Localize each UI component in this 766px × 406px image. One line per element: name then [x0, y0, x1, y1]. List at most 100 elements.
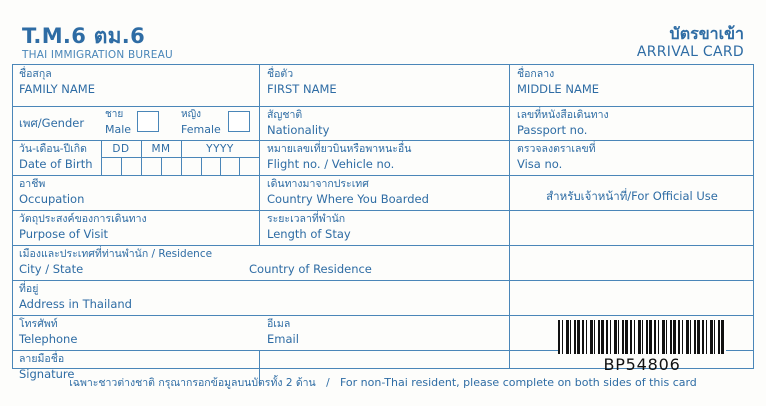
field-purpose-of-visit[interactable]: วัตถุประสงค์ของการเดินทาง Purpose of Vis…	[13, 210, 259, 245]
divider-col1-row5	[259, 210, 261, 245]
dob-grid-v-mm-split	[161, 157, 163, 175]
divider-col1-row8	[259, 350, 261, 384]
field-email[interactable]: อีเมล Email	[261, 315, 509, 350]
barcode-block: BP54806	[558, 320, 726, 374]
card-type-heading: บัตรขาเข้า ARRIVAL CARD	[636, 24, 744, 60]
field-residence[interactable]: เมืองและประเทศที่ท่านพำนัก / Residence C…	[13, 245, 509, 280]
gender-male-label-english: Male	[105, 122, 132, 136]
bureau-heading: T.M.6 ตม.6 THAI IMMIGRATION BUREAU	[22, 26, 173, 61]
divider-col1-row4	[259, 175, 261, 210]
field-nationality[interactable]: สัญชาติ Nationality	[261, 106, 509, 140]
rule-row2	[13, 140, 753, 142]
country-boarded-label-thai: เดินทางมาจากประเทศ	[267, 178, 369, 190]
middle-name-label-thai: ชื่อกลาง	[517, 68, 555, 80]
field-gender[interactable]: เพศ/Gender	[13, 106, 259, 140]
field-telephone[interactable]: โทรศัพท์ Telephone	[13, 315, 259, 350]
gender-male-label-thai: ชาย	[105, 109, 124, 120]
purpose-label-thai: วัตถุประสงค์ของการเดินทาง	[19, 213, 147, 225]
field-passport-no[interactable]: เลขที่หนังสือเดินทาง Passport no.	[511, 106, 753, 140]
rule-row3	[13, 175, 753, 177]
gender-female-label-thai: หญิง	[181, 109, 201, 120]
residence-label-thai: เมืองและประเทศที่ท่านพำนัก / Residence	[19, 248, 213, 260]
field-family-name[interactable]: ชื่อสกุล FAMILY NAME	[13, 65, 259, 106]
card-header: T.M.6 ตม.6 THAI IMMIGRATION BUREAU บัตรข…	[0, 0, 766, 64]
footer-separator: /	[326, 377, 330, 389]
date-of-birth-label-english: Date of Birth	[19, 157, 93, 172]
rule-row6	[13, 280, 753, 282]
telephone-label-thai: โทรศัพท์	[19, 318, 58, 330]
address-label-english: Address in Thailand	[19, 297, 132, 312]
field-signature[interactable]: ลายมือชื่อ Signature	[13, 350, 509, 381]
passport-no-label-english: Passport no.	[517, 123, 588, 138]
dob-grid-v0	[101, 140, 103, 175]
dob-yyyy-header: YYYY	[206, 143, 234, 155]
rule-row1	[13, 106, 753, 108]
first-name-label-thai: ชื่อตัว	[267, 68, 294, 80]
dob-mm-header: MM	[151, 143, 171, 155]
family-name-label-thai: ชื่อสกุล	[19, 68, 52, 80]
gender-male-checkbox[interactable]	[137, 111, 159, 132]
dob-grid-v-dd-split	[121, 157, 123, 175]
divider-official-use	[509, 65, 511, 368]
flight-no-label-thai: หมายเลขเที่ยวบินหรือพาหนะอื่น	[267, 143, 412, 155]
length-of-stay-label-english: Length of Stay	[267, 227, 351, 242]
date-of-birth-label-thai: วัน-เดือน-ปีเกิด	[19, 143, 87, 155]
rule-row5	[13, 245, 753, 247]
bureau-subtitle: THAI IMMIGRATION BUREAU	[22, 49, 173, 61]
card-title-thai: บัตรขาเข้า	[669, 24, 744, 43]
field-flight-no[interactable]: หมายเลขเที่ยวบินหรือพาหนะอื่น Flight no.…	[261, 140, 509, 175]
field-official-use: สำหรับเจ้าหน้าที่/For Official Use	[511, 175, 753, 368]
residence-city-state-label: City / State	[19, 262, 84, 277]
gender-female-label-english: Female	[181, 122, 221, 136]
gender-label: เพศ/Gender	[19, 116, 85, 130]
card-footer-note: เฉพาะชาวต่างชาติ กรุณากรอกข้อมูลบนบัตรทั…	[0, 374, 766, 391]
gender-female-checkbox[interactable]	[228, 111, 250, 132]
rule-row8	[13, 350, 753, 352]
country-boarded-label-english: Country Where You Boarded	[267, 192, 429, 207]
family-name-label-english: FAMILY NAME	[19, 82, 95, 97]
field-visa-no[interactable]: ตรวจลงตราเลขที่ Visa no.	[511, 140, 753, 175]
footer-note-thai: เฉพาะชาวต่างชาติ กรุณากรอกข้อมูลบนบัตรทั…	[69, 377, 316, 389]
dob-grid-v-yyyy-split1	[201, 157, 203, 175]
dob-grid-v-yyyy-split3	[239, 157, 241, 175]
field-length-of-stay[interactable]: ระยะเวลาที่พำนัก Length of Stay	[261, 210, 509, 245]
length-of-stay-label-thai: ระยะเวลาที่พำนัก	[267, 213, 346, 225]
flight-no-label-english: Flight no. / Vehicle no.	[267, 157, 395, 172]
telephone-label-english: Telephone	[19, 332, 78, 347]
dob-grid-midrule	[101, 157, 259, 159]
email-label-thai: อีเมล	[267, 318, 291, 330]
field-first-name[interactable]: ชื่อตัว FIRST NAME	[261, 65, 509, 106]
passport-no-label-thai: เลขที่หนังสือเดินทาง	[517, 109, 609, 121]
gender-female-option[interactable]: หญิง Female	[181, 109, 221, 137]
field-occupation[interactable]: อาชีพ Occupation	[13, 175, 259, 210]
form-frame: ชื่อสกุล FAMILY NAME ชื่อตัว FIRST NAME …	[12, 64, 754, 384]
dob-grid-v-mm-yyyy	[181, 140, 183, 175]
occupation-label-english: Occupation	[19, 192, 85, 207]
gender-male-option[interactable]: ชาย Male	[105, 109, 131, 137]
official-use-label: สำหรับเจ้าหน้าที่/For Official Use	[546, 189, 718, 203]
rule-row7	[13, 315, 753, 317]
signature-label-english: Signature	[19, 367, 75, 382]
field-address-in-thailand[interactable]: ที่อยู่ Address in Thailand	[13, 280, 509, 315]
form-code-title: T.M.6 ตม.6	[22, 24, 145, 48]
residence-country-label: Country of Residence	[249, 262, 372, 276]
address-label-thai: ที่อยู่	[19, 283, 39, 295]
visa-no-label-english: Visa no.	[517, 157, 563, 172]
middle-name-label-english: MIDDLE NAME	[517, 82, 600, 97]
field-date-of-birth: วัน-เดือน-ปีเกิด Date of Birth	[13, 140, 103, 175]
field-country-boarded[interactable]: เดินทางมาจากประเทศ Country Where You Boa…	[261, 175, 509, 210]
visa-no-label-thai: ตรวจลงตราเลขที่	[517, 143, 596, 155]
divider-col1-row1	[259, 65, 261, 106]
field-middle-name[interactable]: ชื่อกลาง MIDDLE NAME	[511, 65, 753, 106]
purpose-label-english: Purpose of Visit	[19, 227, 109, 242]
dob-dd-header: DD	[112, 143, 130, 155]
email-label-english: Email	[267, 332, 299, 347]
barcode-image	[558, 320, 726, 354]
first-name-label-english: FIRST NAME	[267, 82, 337, 97]
occupation-label-thai: อาชีพ	[19, 178, 46, 190]
signature-label-thai: ลายมือชื่อ	[19, 353, 65, 365]
dob-grid-v-dd-mm	[141, 140, 143, 175]
dob-grid-v-yyyy-split2	[220, 157, 222, 175]
card-title-english: ARRIVAL CARD	[636, 44, 744, 60]
